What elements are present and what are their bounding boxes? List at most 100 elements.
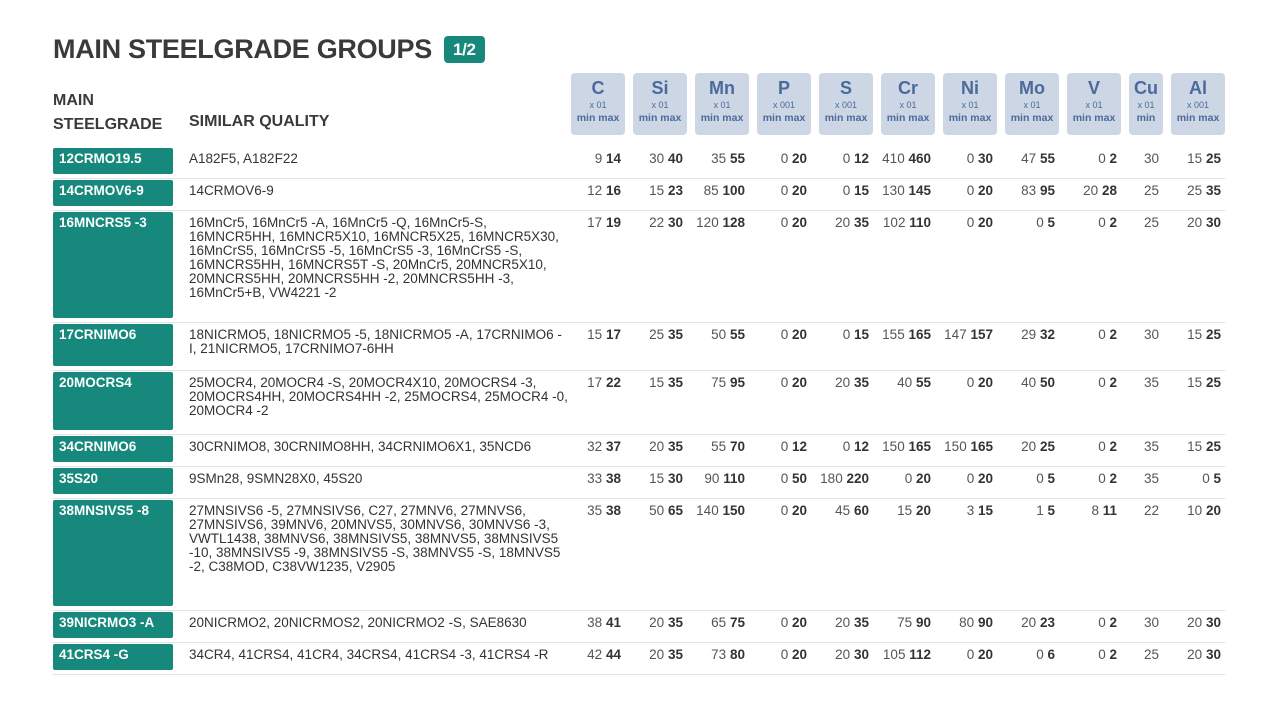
min-value: 25	[1143, 647, 1159, 662]
min-value: 20	[1187, 647, 1203, 662]
element-symbol: Cr	[897, 78, 918, 98]
max-value: 5	[1047, 471, 1055, 486]
max-value: 2	[1109, 215, 1117, 230]
min-value: 20	[649, 439, 665, 454]
min-value: 32	[587, 439, 603, 454]
max-value: 55	[729, 327, 745, 342]
min-value: 0	[966, 215, 975, 230]
value-ni: 80 90	[933, 616, 993, 630]
value-mn: 73 80	[685, 648, 745, 662]
min-value: 0	[1098, 615, 1106, 630]
min-value: 0	[780, 215, 789, 230]
value-p: 0 20	[747, 184, 807, 198]
value-p: 0 20	[747, 328, 807, 342]
max-value: 75	[729, 615, 745, 630]
max-value: 14	[605, 151, 621, 166]
element-unit: x 01	[651, 100, 669, 110]
value-ni: 147 157	[933, 328, 993, 342]
max-value: 30	[1205, 615, 1221, 630]
element-range: min max	[1176, 112, 1220, 124]
element-range: min max	[762, 112, 806, 124]
table-row: 39NICRMO3 -A 20NICRMO2, 20NICRMOS2, 20NIC…	[53, 612, 1225, 643]
min-value: 180	[820, 471, 843, 486]
min-value: 0	[780, 439, 789, 454]
max-value: 30	[667, 215, 683, 230]
table-row: 14CRMOV6-9 14CRMOV6-9 12 16 15 23 85 100 0 20…	[53, 180, 1225, 211]
value-c: 15 17	[561, 328, 621, 342]
min-value: 15	[649, 375, 665, 390]
similar-quality-text: 20NICRMO2, 20NICRMOS2, 20NICRMO2 -S, SAE…	[189, 615, 527, 630]
max-value: 20	[791, 503, 807, 518]
max-value: 110	[909, 215, 931, 230]
max-value: 28	[1101, 183, 1117, 198]
min-value: 15	[1187, 151, 1203, 166]
value-s: 0 12	[809, 440, 869, 454]
value-s: 20 35	[809, 376, 869, 390]
main-label-line-2: STEELGRADE	[53, 116, 163, 133]
value-mo: 20 23	[995, 616, 1055, 630]
element-symbol: V	[1087, 78, 1100, 98]
max-value: 20	[977, 215, 993, 230]
min-value: 20	[649, 647, 665, 662]
max-value: 128	[722, 215, 745, 230]
value-v: 0 2	[1057, 472, 1117, 486]
value-si: 20 35	[623, 648, 683, 662]
value-ni: 0 20	[933, 216, 993, 230]
max-value: 16	[605, 183, 621, 198]
title-text: MAIN STEELGRADE GROUPS	[53, 34, 432, 64]
max-value: 20	[977, 183, 993, 198]
min-value: 0	[780, 647, 789, 662]
value-ni: 3 15	[933, 504, 993, 518]
main-steelgrade-header: MAIN STEELGRADE	[53, 89, 162, 137]
element-range: min max	[824, 112, 868, 124]
steelgrade-label: 12CRMO19.5	[53, 148, 173, 174]
max-value: 38	[605, 503, 621, 518]
table-row: 12CRMO19.5 A182F5, A182F22 9 14 30 40 35 55 0…	[53, 148, 1225, 179]
max-value: 35	[667, 647, 683, 662]
max-value: 12	[853, 151, 869, 166]
value-s: 0 12	[809, 152, 869, 166]
max-value: 44	[605, 647, 621, 662]
min-value: 0	[842, 151, 851, 166]
element-symbol: Si	[651, 78, 669, 98]
element-header-si: Si x 01 min max	[633, 73, 687, 135]
value-v: 0 2	[1057, 216, 1117, 230]
max-value: 80	[729, 647, 745, 662]
min-value: 0	[1036, 215, 1044, 230]
element-range: min max	[576, 112, 620, 124]
value-al: 20 30	[1161, 616, 1221, 630]
min-value: 50	[711, 327, 727, 342]
steelgrade-label: 17CRNIMO6	[53, 324, 173, 366]
value-al: 25 35	[1161, 184, 1221, 198]
value-ni: 150 165	[933, 440, 993, 454]
value-v: 20 28	[1057, 184, 1117, 198]
min-value: 8	[1091, 503, 1099, 518]
min-value: 20	[835, 647, 851, 662]
element-unit: x 01	[713, 100, 731, 110]
min-value: 83	[1021, 183, 1037, 198]
steelgrade-label: 20MOCRS4	[53, 372, 173, 430]
element-unit: x 01	[1085, 100, 1103, 110]
min-value: 65	[711, 615, 727, 630]
max-value: 165	[908, 439, 931, 454]
min-value: 25	[1143, 215, 1159, 230]
steelgrade-label: 16MNCRS5 -3	[53, 212, 173, 318]
value-al: 15 25	[1161, 328, 1221, 342]
value-mn: 75 95	[685, 376, 745, 390]
value-ni: 0 20	[933, 648, 993, 662]
min-value: 0	[1098, 327, 1106, 342]
value-s: 20 35	[809, 216, 869, 230]
value-mo: 29 32	[995, 328, 1055, 342]
max-value: 60	[853, 503, 869, 518]
table-row: 38MNSIVS5 -8 27MNSIVS6 -5, 27MNSIVS6, C27…	[53, 500, 1225, 611]
max-value: 25	[1205, 151, 1221, 166]
max-value: 6	[1047, 647, 1055, 662]
steelgrade-label: 41CRS4 -G	[53, 644, 173, 670]
max-value: 2	[1109, 647, 1117, 662]
min-value: 45	[835, 503, 851, 518]
min-value: 40	[1021, 375, 1037, 390]
value-al: 20 30	[1161, 648, 1221, 662]
element-symbol: Al	[1189, 78, 1207, 98]
value-si: 15 23	[623, 184, 683, 198]
max-value: 25	[1205, 327, 1221, 342]
